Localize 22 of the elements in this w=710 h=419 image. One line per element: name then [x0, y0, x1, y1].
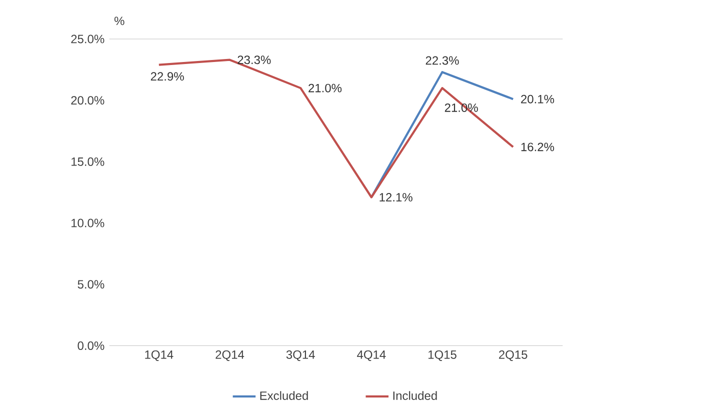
data-label: 20.1% — [521, 94, 554, 104]
x-tick-label: 2Q15 — [499, 350, 528, 362]
legend-label: Included — [393, 391, 437, 400]
data-label: 16.2% — [521, 142, 554, 152]
y-tick-label: 25.0% — [71, 34, 104, 44]
x-tick-label: 4Q14 — [357, 350, 386, 362]
data-label: 23.3% — [238, 56, 271, 64]
y-tick-label: 15.0% — [72, 157, 104, 166]
x-tick-label: 1Q15 — [428, 350, 456, 362]
x-tick-label: 1Q14 — [145, 350, 174, 362]
y-tick-label: 0.0% — [78, 341, 104, 350]
x-tick-label: 3Q14 — [286, 350, 315, 362]
y-tick-label: 10.0% — [72, 218, 104, 228]
data-label: 22.9% — [150, 72, 184, 81]
data-label: 21.0% — [308, 84, 342, 92]
data-label: 12.1% — [380, 193, 412, 202]
y-tick-label: 5.0% — [78, 280, 104, 289]
legend-label: Excluded — [260, 391, 308, 400]
y-tick-label: 20.0% — [71, 96, 104, 105]
x-tick-label: 2Q14 — [216, 350, 244, 362]
y-axis-title: % — [114, 16, 124, 26]
data-label: 22.3% — [426, 56, 459, 65]
